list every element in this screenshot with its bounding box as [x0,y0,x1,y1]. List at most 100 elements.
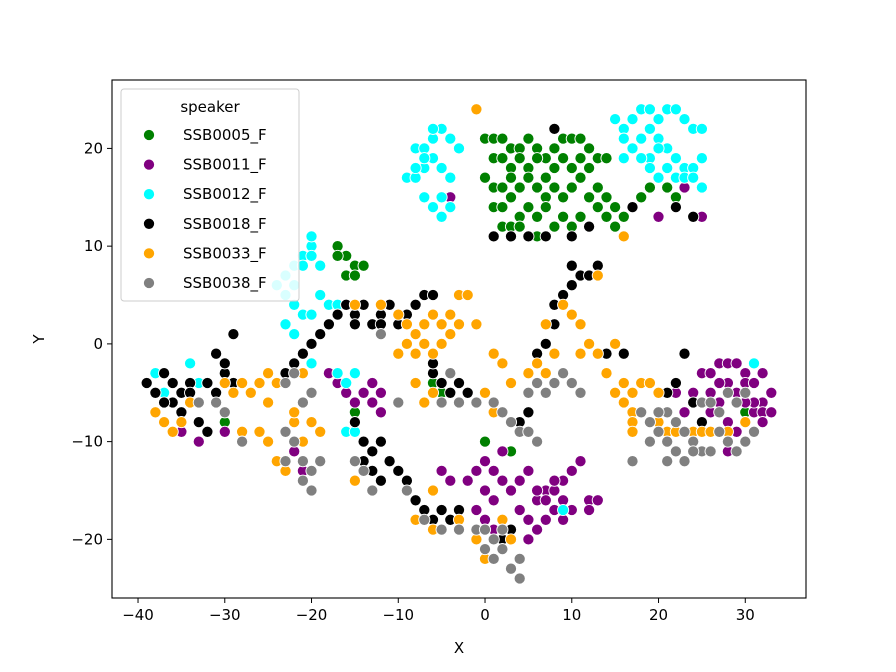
point-SSB0012_F-62 [314,259,327,272]
point-SSB0012_F-27 [669,103,682,116]
y-tick-label: 0 [93,335,103,353]
point-SSB0018_F-8 [565,230,578,243]
point-SSB0011_F-26 [487,494,500,507]
point-SSB0018_F-51 [357,435,370,448]
point-SSB0033_F-51 [392,347,405,360]
point-SSB0018_F-27 [166,376,179,390]
y-tick-label: −20 [71,530,103,548]
point-SSB0038_F-78 [661,435,674,448]
point-SSB0011_F-65 [756,367,769,380]
point-SSB0038_F-12 [348,455,361,468]
point-SSB0005_F-72 [635,191,648,204]
point-SSB0038_F-46 [557,367,570,380]
point-SSB0038_F-11 [296,474,309,487]
point-SSB0038_F-27 [478,543,492,556]
point-SSB0038_F-5 [288,435,301,448]
y-tick-label: 20 [84,139,103,157]
point-SSB0033_F-66 [531,357,544,370]
point-SSB0011_F-19 [444,474,457,487]
point-SSB0011_F-1 [652,210,665,223]
point-SSB0033_F-42 [409,347,422,360]
legend-label-SSB0012_F: SSB0012_F [183,185,267,204]
point-SSB0012_F-16 [418,191,431,204]
point-SSB0011_F-27 [496,474,509,487]
point-SSB0005_F-58 [557,210,570,223]
point-SSB0005_F-37 [504,171,518,184]
legend-marker-SSB0018_F [142,217,156,230]
point-SSB0011_F-40 [565,464,578,477]
point-SSB0005_F-51 [496,201,509,214]
point-SSB0018_F-33 [305,337,318,350]
point-SSB0038_F-21 [400,484,413,497]
point-SSB0018_F-77 [565,279,578,292]
point-SSB0011_F-6 [218,425,231,438]
point-SSB0012_F-57 [305,230,318,243]
point-SSB0011_F-62 [730,357,743,370]
point-SSB0018_F-7 [539,230,552,243]
point-SSB0005_F-23 [513,152,526,165]
point-SSB0033_F-49 [418,396,431,409]
legend-marker-SSB0033_F [142,247,156,260]
point-SSB0005_F-30 [574,152,587,165]
point-SSB0018_F-21 [218,357,231,370]
point-SSB0018_F-32 [296,347,309,360]
legend-label-SSB0005_F: SSB0005_F [183,126,267,145]
point-SSB0033_F-59 [504,533,518,546]
point-SSB0012_F-10 [435,161,448,175]
point-SSB0005_F-68 [513,220,526,233]
point-SSB0012_F-51 [652,171,665,184]
point-SSB0038_F-29 [496,543,509,556]
point-SSB0011_F-49 [531,523,544,536]
x-axis-label: X [454,639,464,657]
point-SSB0038_F-30 [504,562,518,575]
point-SSB0018_F-74 [539,337,552,350]
point-SSB0012_F-61 [305,249,318,262]
point-SSB0005_F-36 [496,181,509,194]
point-SSB0018_F-9 [583,220,596,233]
point-SSB0012_F-24 [643,103,656,116]
point-SSB0038_F-45 [548,376,561,390]
point-SSB0038_F-37 [452,396,466,409]
point-SSB0033_F-41 [400,337,413,350]
point-SSB0033_F-4 [149,406,162,419]
point-SSB0018_F-24 [192,416,205,429]
point-SSB0038_F-53 [643,435,656,448]
point-SSB0038_F-28 [487,552,500,565]
point-SSB0033_F-10 [227,386,240,399]
point-SSB0018_F-0 [548,122,561,135]
point-SSB0033_F-68 [548,347,561,360]
point-SSB0033_F-72 [574,318,587,331]
point-SSB0018_F-58 [374,474,387,487]
point-SSB0033_F-3 [374,298,387,311]
point-SSB0005_F-77 [478,435,492,448]
point-SSB0038_F-0 [279,376,292,390]
point-SSB0005_F-63 [600,210,613,223]
point-SSB0038_F-60 [704,445,717,458]
point-SSB0005_F-19 [583,142,596,155]
point-SSB0012_F-69 [279,318,292,331]
point-SSB0011_F-59 [704,367,717,380]
point-SSB0018_F-1 [626,201,639,214]
point-SSB0033_F-16 [262,396,275,409]
point-SSB0033_F-79 [626,386,639,399]
point-SSB0011_F-53 [531,484,544,497]
point-SSB0038_F-57 [678,425,691,438]
point-SSB0012_F-82 [557,503,570,517]
point-SSB0005_F-39 [522,171,535,184]
point-SSB0005_F-44 [565,181,578,194]
point-SSB0005_F-45 [574,171,587,184]
point-SSB0011_F-24 [496,445,509,458]
point-SSB0011_F-48 [522,533,535,546]
point-SSB0033_F-39 [461,288,474,302]
point-SSB0005_F-34 [478,171,492,184]
point-SSB0018_F-22 [227,328,240,341]
point-SSB0011_F-31 [470,503,483,517]
point-SSB0012_F-83 [747,357,761,370]
point-SSB0033_F-46 [444,328,457,341]
point-SSB0018_F-35 [322,318,335,331]
point-SSB0005_F-5 [348,269,361,282]
point-SSB0038_F-62 [721,435,734,448]
point-SSB0011_F-18 [435,464,448,477]
point-SSB0012_F-20 [609,113,622,126]
point-SSB0033_F-5 [158,416,171,429]
